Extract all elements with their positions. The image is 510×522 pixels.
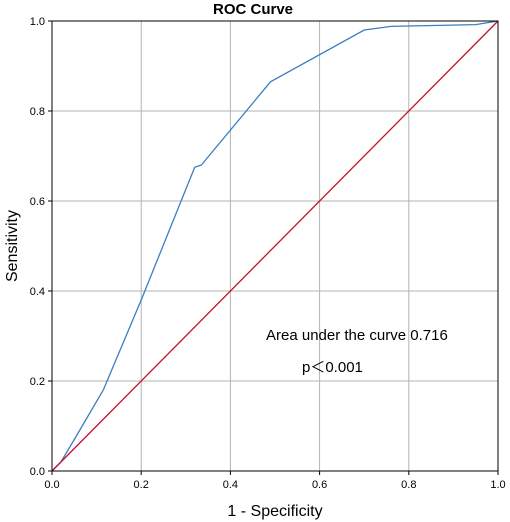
x-tick-label: 1.0 xyxy=(490,479,505,491)
x-tick-label: 0.2 xyxy=(134,479,149,491)
x-tick-label: 0.0 xyxy=(44,479,59,491)
roc-curve-line xyxy=(51,20,499,472)
x-axis-ticks: 0.0 0.2 0.4 0.6 0.8 1.0 xyxy=(44,471,506,491)
p-value-annotation: p＜0.001 xyxy=(302,359,363,376)
x-tick-label: 0.6 xyxy=(312,479,327,491)
y-tick-label: 0.0 xyxy=(30,466,45,478)
y-axis-ticks: 0.0 0.2 0.4 0.6 0.8 1.0 xyxy=(30,16,52,478)
y-tick-label: 0.2 xyxy=(30,376,45,388)
series-group xyxy=(51,20,499,472)
y-tick-label: 1.0 xyxy=(30,16,45,28)
x-tick-label: 0.8 xyxy=(401,479,416,491)
y-tick-label: 0.8 xyxy=(30,106,45,118)
auc-annotation: Area under the curve 0.716 xyxy=(266,327,448,344)
x-tick-label: 0.4 xyxy=(223,479,238,491)
reference-line xyxy=(51,20,499,472)
chart-title: ROC Curve xyxy=(213,1,293,18)
y-tick-label: 0.6 xyxy=(30,196,45,208)
grid-lines xyxy=(52,21,498,471)
y-tick-label: 0.4 xyxy=(30,286,45,298)
plot-frame xyxy=(51,20,499,472)
x-axis-title: 1 - Specificity xyxy=(227,503,322,520)
y-axis-title: Sensitivity xyxy=(4,210,21,282)
